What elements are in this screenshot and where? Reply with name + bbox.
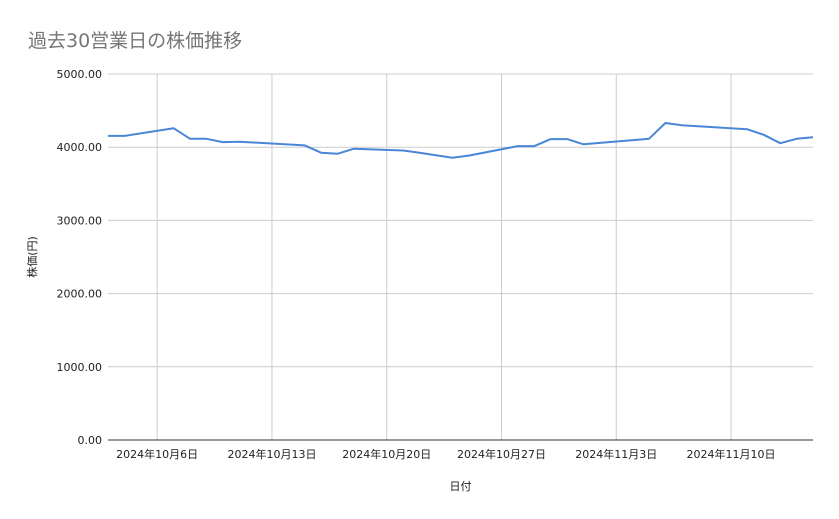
y-tick-label: 3000.00 [57, 214, 103, 227]
x-tick-label: 2024年10月27日 [457, 447, 546, 461]
x-tick-label: 2024年10月13日 [227, 447, 316, 461]
x-tick-label: 2024年11月3日 [575, 447, 657, 461]
y-axis-label: 株価(円) [25, 236, 39, 278]
chart-title: 過去30営業日の株価推移 [28, 30, 243, 52]
x-axis-label: 日付 [450, 480, 472, 493]
y-tick-label: 0.00 [78, 434, 103, 447]
x-tick-label: 2024年10月6日 [116, 447, 198, 461]
x-tick-label: 2024年10月20日 [342, 447, 431, 461]
x-tick-label: 2024年11月10日 [687, 447, 776, 461]
series-line [108, 122, 814, 159]
y-tick-label: 4000.00 [57, 141, 103, 154]
y-tick-label: 5000.00 [57, 68, 103, 81]
y-tick-label: 2000.00 [57, 288, 103, 301]
y-tick-label: 1000.00 [57, 361, 103, 374]
